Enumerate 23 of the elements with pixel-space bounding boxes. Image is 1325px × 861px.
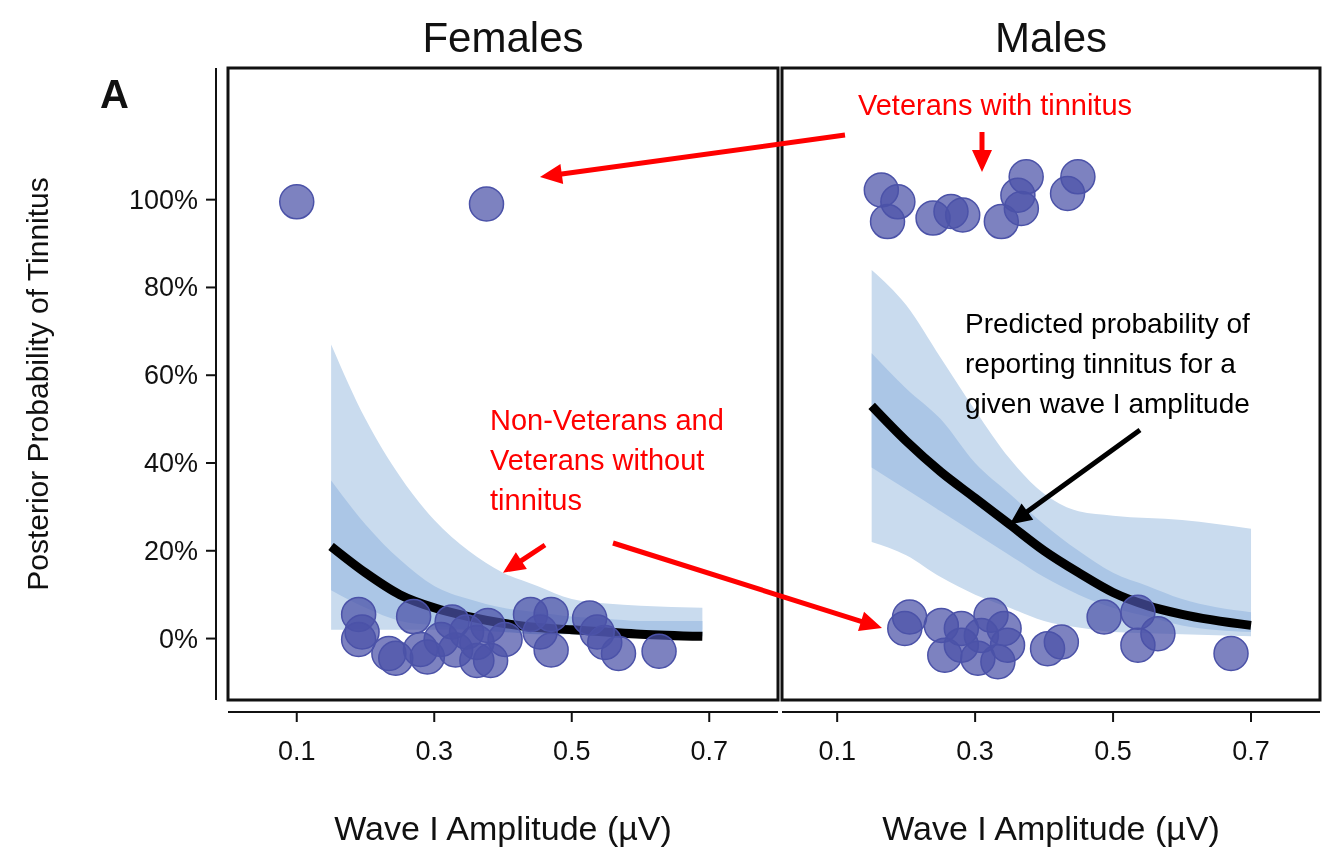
- x-tick-label: 0.3: [956, 736, 994, 766]
- y-tick-label: 80%: [143, 272, 198, 303]
- x-tick-label: 0.7: [690, 736, 729, 766]
- y-axis-title: Posterior Probability of Tinnitus: [21, 177, 54, 591]
- x-tick-label: 0.7: [1232, 736, 1270, 766]
- x-tick-label: 0.1: [277, 736, 316, 766]
- chart-title: Females: [422, 14, 584, 61]
- text: A: [100, 72, 129, 116]
- y-tick-label: 20%: [143, 535, 198, 566]
- y-tick-label: 100%: [128, 184, 198, 215]
- annotation: Predicted probability of reporting tinnitus for a given wave I amplitude: [965, 308, 1251, 419]
- y-tick-label: 0%: [158, 623, 198, 654]
- x-tick-label: 0.1: [818, 736, 856, 766]
- chart-title: Males: [994, 14, 1108, 61]
- x-tick-label: 0.3: [415, 736, 454, 766]
- y-tick-label: 40%: [143, 448, 198, 478]
- x-axis-title: Wave I Amplitude (µV): [882, 809, 1220, 847]
- annotation: Veterans with tinnitus: [858, 89, 1133, 121]
- x-tick-label: 0.5: [552, 736, 591, 766]
- annotation: Non-Veterans and Veterans without tinnitus: [490, 404, 724, 516]
- x-axis-title: Wave I Amplitude (µV): [334, 809, 672, 847]
- y-tick-label: 60%: [143, 360, 198, 391]
- x-tick-label: 0.5: [1094, 736, 1132, 766]
